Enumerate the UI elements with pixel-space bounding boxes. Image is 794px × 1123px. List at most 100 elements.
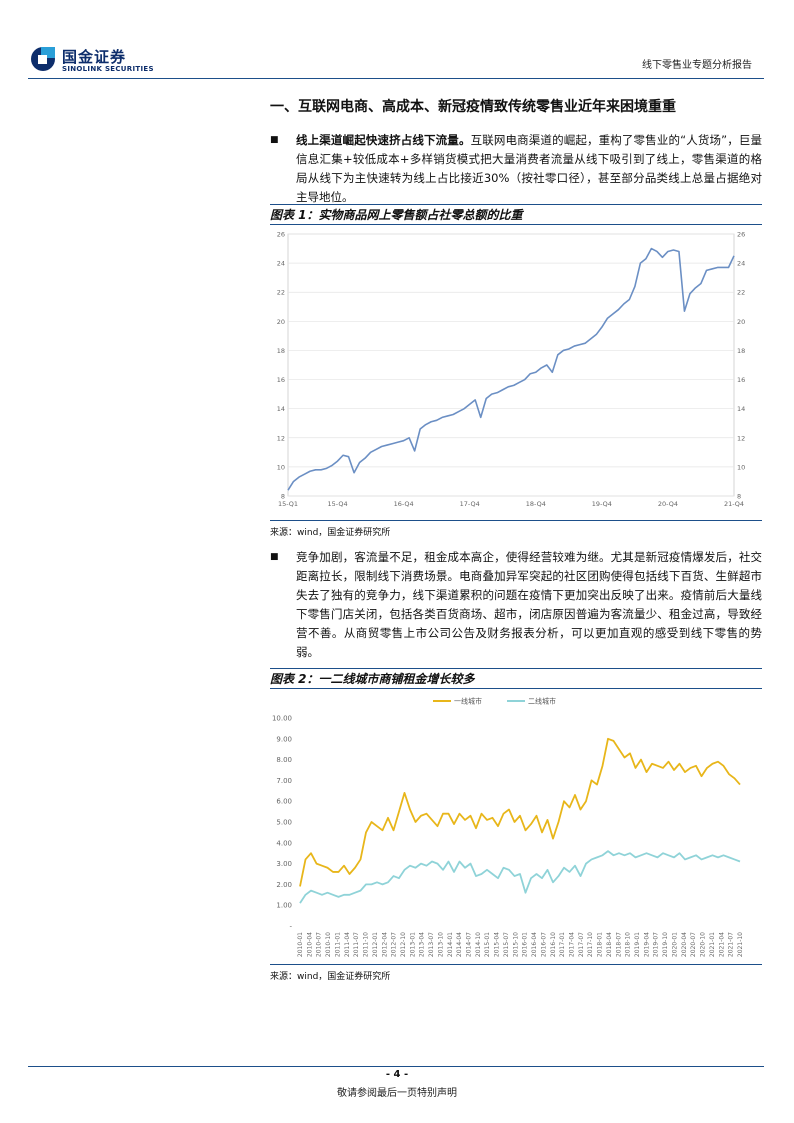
y-tick-label: 5.00: [276, 819, 292, 827]
x-tick-label: 2016-07: [540, 932, 547, 957]
x-tick-label: 2012-01: [372, 932, 379, 957]
figure-2-line-chart: 一线城市 二线城市 10.00 9.00 8.00 7.00 6.00 5.00 4.00 3.0…: [272, 697, 744, 958]
footer-disclaimer: 敬请参阅最后一页特别声明: [337, 1088, 457, 1099]
x-tick-label: 2013-07: [428, 932, 435, 957]
bullet-square-icon: ■: [270, 552, 279, 562]
report-title: 线下零售业专题分析报告: [642, 60, 752, 71]
x-tick-label: 18-Q4: [526, 500, 546, 508]
footer-divider: [28, 1066, 764, 1067]
x-tick-label: 2019-10: [662, 932, 669, 957]
x-tick-label: 2012-10: [400, 932, 407, 957]
sinolink-logo-icon: [31, 47, 55, 71]
y-tick-label-left: 10: [277, 463, 285, 471]
x-tick-label: 2020-01: [671, 932, 678, 957]
x-tick-label: 2021-10: [737, 932, 744, 957]
x-tick-label: 2011-04: [344, 932, 351, 957]
x-tick-label: 20-Q4: [658, 500, 678, 508]
x-tick-label: 2010-10: [325, 932, 332, 957]
y-tick-label-right: 10: [737, 463, 745, 471]
paragraph-2: ■ 竞争加剧，客流量不足，租金成本高企，使得经营较难为继。尤其是新冠疫情爆发后，…: [270, 548, 762, 662]
x-tick-label: 2013-01: [409, 932, 416, 957]
x-tick-label: 2011-01: [334, 932, 341, 957]
x-tick-label: 2014-01: [447, 932, 454, 957]
section-heading: 一、互联网电商、高成本、新冠疫情致传统零售业近年来困境重重: [270, 99, 676, 115]
y-tick-label: 6.00: [276, 798, 292, 806]
figure-1-bottom-rule: [270, 520, 762, 521]
x-tick-label: 2011-07: [353, 932, 360, 957]
figure-2-title: 图表 2：一二线城市商铺租金增长较多: [270, 672, 475, 686]
y-tick-label: 10.00: [272, 715, 292, 723]
x-tick-label: 2018-01: [597, 932, 604, 957]
y-tick-label-left: 12: [277, 434, 285, 442]
x-tick-label: 2020-04: [681, 932, 688, 957]
y-tick-label: 9.00: [276, 735, 292, 743]
company-logo: 国金证券 SINOLINK SECURITIES: [28, 44, 158, 78]
legend-label: 二线城市: [528, 697, 556, 706]
x-tick-label: 2020-07: [690, 932, 697, 957]
paragraph-1: ■ 线上渠道崛起快速挤占线下流量。互联网电商渠道的崛起，重构了零售业的“人货场”…: [270, 131, 762, 207]
x-tick-label: 2011-10: [363, 932, 370, 957]
y-tick-label: 2.00: [276, 881, 292, 889]
y-tick-label-left: 24: [277, 260, 285, 268]
page-number: - 4 -: [385, 1069, 409, 1080]
y-tick-label-left: 16: [277, 376, 285, 384]
x-tick-label: 2017-01: [559, 932, 566, 957]
x-tick-label: 2010-01: [297, 932, 304, 957]
logo-text-en: SINOLINK SECURITIES: [62, 65, 154, 73]
x-tick-label: 2016-04: [531, 932, 538, 957]
x-tick-label: 2012-04: [381, 932, 388, 957]
x-tick-label: 2019-07: [653, 932, 660, 957]
paragraph-2-text: 竞争加剧，客流量不足，租金成本高企，使得经营较难为继。尤其是新冠疫情爆发后，社交…: [296, 550, 762, 659]
figure-1-line-chart: 8 8 10 10 12 12 14 14 16 16 18 18 20 20 22 22 24 24 26 26 15…: [277, 231, 746, 509]
figure-2-title-rule: [270, 688, 762, 689]
figure-1-source: 来源：wind，国金证券研究所: [270, 528, 391, 538]
series-line-online-retail-share: [287, 247, 735, 491]
y-tick-label-left: 18: [277, 347, 285, 355]
x-tick-label: 2014-04: [456, 932, 463, 957]
x-tick-label: 2015-10: [512, 932, 519, 957]
x-tick-label: 2021-04: [718, 932, 725, 957]
x-tick-label: 15-Q1: [278, 500, 298, 508]
series-line-tier1-city: [299, 737, 741, 887]
x-tick-label: 2016-01: [522, 932, 529, 957]
x-tick-label: 2021-01: [709, 932, 716, 957]
x-tick-label: 2019-01: [634, 932, 641, 957]
x-tick-label: 2018-04: [606, 932, 613, 957]
x-tick-label: 2014-07: [466, 932, 473, 957]
y-tick-label-right: 18: [737, 347, 745, 355]
x-tick-label: 2015-01: [484, 932, 491, 957]
logo-text-cn: 国金证券: [62, 48, 127, 66]
x-tick-label: 2019-04: [643, 932, 650, 957]
x-tick-label: 2014-10: [475, 932, 482, 957]
x-tick-label: 19-Q4: [592, 500, 612, 508]
x-tick-label: 2010-04: [306, 932, 313, 957]
bullet-square-icon: ■: [270, 135, 279, 145]
x-tick-label: 2018-10: [625, 932, 632, 957]
figure-1-top-rule: [270, 204, 762, 205]
x-tick-label: 2013-10: [437, 932, 444, 957]
x-tick-label: 21-Q4: [724, 500, 744, 508]
y-tick-label: 1.00: [276, 902, 292, 910]
figure-2-bottom-rule: [270, 964, 762, 965]
x-tick-label: 16-Q4: [394, 500, 414, 508]
x-tick-label: 2018-07: [615, 932, 622, 957]
x-tick-label: 2017-04: [568, 932, 575, 957]
figure-2-top-rule: [270, 668, 762, 669]
chart-legend: 一线城市 二线城市: [433, 697, 556, 706]
y-tick-label: 3.00: [276, 860, 292, 868]
x-tick-label: 2016-10: [550, 932, 557, 957]
y-tick-label-right: 12: [737, 434, 745, 442]
x-tick-label: 17-Q4: [460, 500, 480, 508]
x-tick-label: 2012-07: [391, 932, 398, 957]
x-tick-label: 2020-10: [700, 932, 707, 957]
figure-1-title-rule: [270, 224, 762, 225]
legend-label: 一线城市: [454, 697, 482, 706]
figure-2-source: 来源：wind，国金证券研究所: [270, 972, 391, 982]
x-tick-label: 2017-07: [578, 932, 585, 957]
y-tick-label-left: 20: [277, 318, 285, 326]
y-tick-label-right: 24: [737, 260, 745, 268]
series-line-tier2-city: [299, 850, 741, 904]
y-tick-label: -: [289, 923, 292, 931]
y-tick-label-right: 22: [737, 289, 745, 297]
y-tick-label-right: 20: [737, 318, 745, 326]
